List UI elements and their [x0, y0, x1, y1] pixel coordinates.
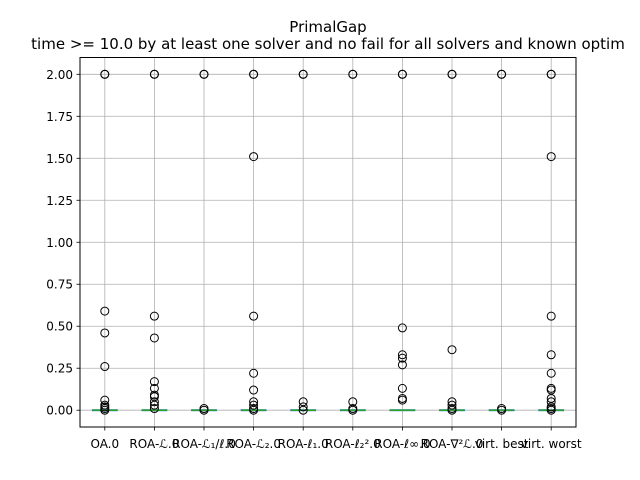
- outlier-point: [149, 400, 159, 410]
- y-tick-label: 1.50: [46, 152, 73, 166]
- y-tick-label: 0.00: [46, 404, 73, 418]
- x-tick-label: virt. best: [475, 437, 529, 451]
- outlier-point: [149, 404, 159, 414]
- outlier-point: [397, 395, 407, 405]
- outlier-point: [546, 152, 556, 162]
- outlier-point: [149, 397, 159, 407]
- outlier-point: [397, 69, 407, 79]
- y-axis-ticks: 0.00 0.25 0.50 0.75 1.00 1.25 1.50 1.75 2.00: [46, 68, 80, 418]
- outlier-point: [397, 353, 407, 363]
- x-tick-label: ROA-ℒ₁/ℓ.0: [172, 437, 236, 451]
- outlier-point: [397, 350, 407, 360]
- outlier-point: [546, 350, 556, 360]
- outlier-point: [447, 405, 457, 415]
- x-tick-label: virt. worst: [521, 437, 582, 451]
- outlier-point: [149, 69, 159, 79]
- outlier-point: [100, 328, 110, 338]
- outlier-point: [298, 405, 308, 415]
- outlier-points: [100, 69, 556, 415]
- x-tick-label: ROA-ℒ₂.0: [226, 437, 281, 451]
- outlier-point: [397, 360, 407, 370]
- outlier-point: [249, 311, 259, 321]
- outlier-point: [546, 311, 556, 321]
- outlier-point: [249, 368, 259, 378]
- chart-subtitle: time >= 10.0 by at least one solver and …: [31, 35, 625, 53]
- outlier-point: [348, 69, 358, 79]
- chart-title: PrimalGap: [289, 18, 366, 36]
- outlier-point: [249, 385, 259, 395]
- y-tick-label: 1.25: [46, 194, 73, 208]
- outlier-point: [149, 333, 159, 343]
- y-tick-label: 0.25: [46, 362, 73, 376]
- x-tick-label: ROA-∇²ℒ.0: [421, 437, 484, 451]
- x-tick-label: ROA-ℒ.0: [129, 437, 179, 451]
- plot-frame: [79, 57, 577, 428]
- outlier-point: [497, 405, 507, 415]
- x-tick-label: ROA-ℓ₁.0: [278, 437, 329, 451]
- outlier-point: [546, 405, 556, 415]
- outlier-point: [149, 311, 159, 321]
- outlier-point: [149, 377, 159, 387]
- y-tick-label: 2.00: [46, 68, 73, 82]
- outlier-point: [249, 69, 259, 79]
- y-tick-label: 1.75: [46, 110, 73, 124]
- outlier-point: [100, 362, 110, 372]
- outlier-point: [397, 383, 407, 393]
- x-tick-label: ROA-ℓ₂².0: [325, 437, 381, 451]
- outlier-point: [100, 405, 110, 415]
- outlier-point: [249, 405, 259, 415]
- x-axis-ticks: OA.0 ROA-ℒ.0ROA-ℒ₁/ℓ.0ROA-ℒ₂.0ROA-ℓ₁.0ROA…: [90, 427, 582, 451]
- outlier-point: [100, 306, 110, 316]
- x-tick-label: ROA-ℓ∞.0: [374, 437, 430, 451]
- outlier-point: [546, 368, 556, 378]
- x-tick-label: OA.0: [90, 437, 119, 451]
- outlier-point: [298, 69, 308, 79]
- outlier-point: [249, 152, 259, 162]
- outlier-point: [298, 402, 308, 412]
- outlier-point: [397, 323, 407, 333]
- outlier-point: [199, 69, 209, 79]
- outlier-point: [100, 69, 110, 79]
- outlier-point: [447, 400, 457, 410]
- outlier-point: [199, 405, 209, 415]
- outlier-point: [546, 69, 556, 79]
- y-tick-label: 0.75: [46, 278, 73, 292]
- y-tick-label: 0.50: [46, 320, 73, 334]
- outlier-point: [249, 400, 259, 410]
- outlier-point: [447, 69, 457, 79]
- outlier-point: [497, 69, 507, 79]
- outlier-point: [348, 405, 358, 415]
- outlier-point: [447, 345, 457, 355]
- grid-lines: [80, 57, 576, 427]
- y-tick-label: 1.00: [46, 236, 73, 250]
